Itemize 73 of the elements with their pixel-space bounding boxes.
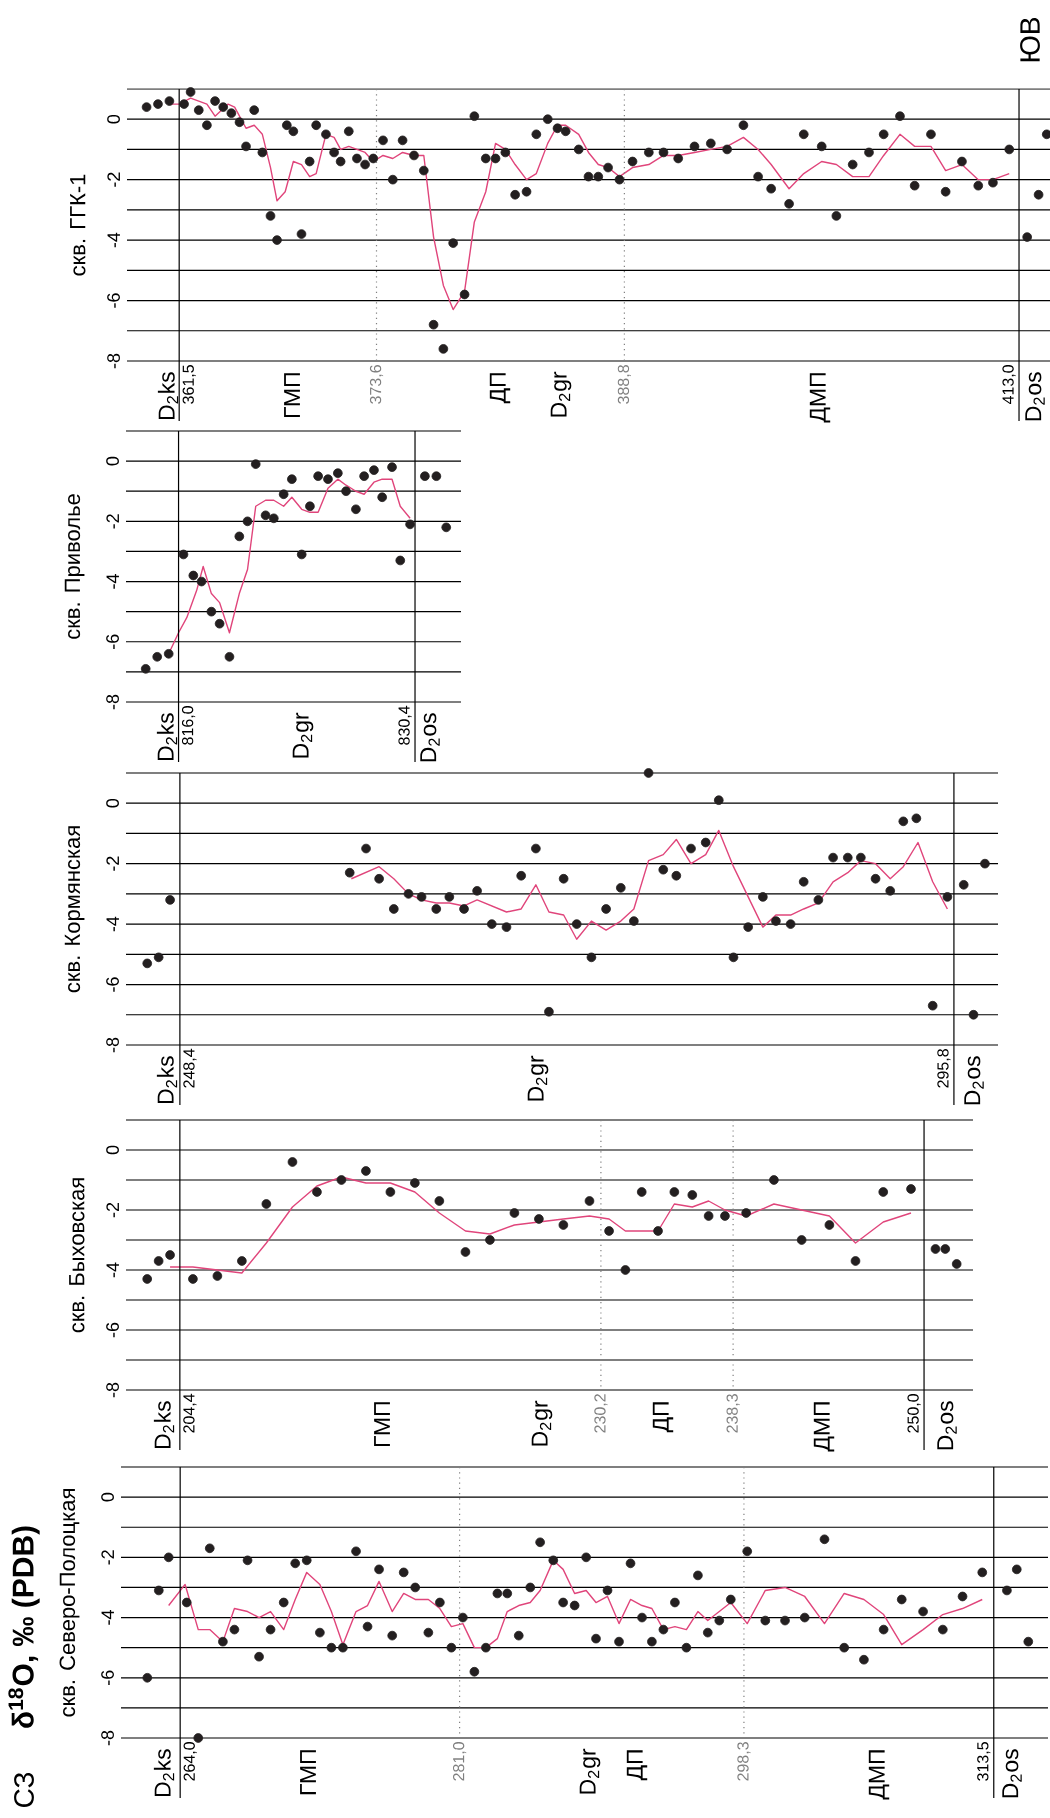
y-tick-label: -8 [106,1037,119,1053]
y-tick-label: -4 [101,1610,114,1625]
text: ДМП [809,373,831,423]
text: D$_{2}$os [420,713,440,762]
ref-line-label: 413,0 [1002,365,1016,405]
y-tick-label: -6 [101,1670,114,1685]
y-tick-label: 0 [107,114,120,124]
text: D$_{2}$os [1002,1749,1022,1798]
y-tick-label: -8 [107,353,120,369]
text: ГМП [284,373,300,418]
y-tick-label: -6 [107,293,120,308]
y-tick-label: -6 [106,1322,119,1338]
ref-line-label: 361,5 [182,365,196,404]
y-tick-label: 0 [106,456,119,466]
y-tick-label: -2 [101,1550,114,1565]
text: ДП [626,1750,648,1781]
text: ГМП [374,1402,390,1447]
y-tick-label: -6 [106,634,119,649]
text: δ$^{18}$O, ‰ (PDB) [8,1526,40,1728]
text: D$_{2}$gr [550,371,572,417]
y-tick-label: 0 [101,1492,114,1502]
ref-line-label: 830,4 [398,705,412,745]
y-tick-label: 0 [106,798,119,808]
text: D$_{2}$gr [579,1748,601,1794]
ref-line-label: 281,0 [452,1742,467,1781]
text: ДМП [813,1402,835,1452]
text: D$_{2}$os [1025,372,1045,421]
text: ГМП [300,1750,316,1795]
y-tick-label: -4 [106,574,119,589]
ref-line-label: 238,3 [726,1394,740,1433]
text: СЗ [14,1772,34,1807]
ref-line-label: 248,4 [183,1048,197,1088]
y-axis-title: скв. Северо-Полоцкая [59,1489,80,1717]
text: D$_{2}$gr [531,1400,553,1446]
text: ЮВ [1020,17,1040,62]
ref-line-label: 264,0 [183,1742,197,1781]
y-tick-label: -2 [106,856,119,871]
text: D$_{2}$ks [153,1401,175,1449]
y-tick-label: 0 [106,1145,119,1155]
ref-line-label: 250,0 [907,1394,921,1433]
y-axis-title: скв. Кормянская [64,826,85,993]
text: D$_{2}$gr [527,1055,549,1101]
y-tick-label: -4 [107,232,120,248]
text: ДМП [868,1750,890,1800]
ref-line-label: 298,3 [737,1742,751,1781]
y-tick-label: -8 [106,1382,119,1398]
ref-line-label: 204,4 [183,1393,197,1433]
ref-line-label: 373,6 [369,365,384,404]
text: D$_{2}$gr [292,712,314,758]
text: D$_{2}$ks [156,1056,178,1104]
y-tick-label: -2 [107,172,120,187]
y-axis-title: скв. Быховская [69,1178,85,1333]
text: D$_{2}$os [964,1056,984,1105]
text: D$_{2}$ks [156,713,178,761]
y-tick-label: -8 [106,694,119,710]
text: D$_{2}$ks [153,1749,175,1797]
y-tick-label: -6 [106,977,119,992]
y-tick-label: -4 [106,916,119,932]
y-tick-label: -8 [101,1730,114,1746]
text: ДП [652,1402,674,1433]
y-axis-title: скв. ГГК-1 [70,174,86,276]
y-tick-label: -2 [106,1202,119,1218]
ref-line-label: 230,2 [594,1394,608,1433]
ref-line-label: 295,8 [937,1049,951,1088]
y-axis-title: скв. Приволье [64,494,85,639]
text: D$_{2}$ks [157,372,179,420]
text: D$_{2}$os [937,1401,957,1450]
text: ДП [489,373,511,404]
y-tick-label: -2 [106,514,119,529]
y-tick-label: -4 [106,1262,119,1278]
ref-line-label: 388,8 [617,365,631,404]
ref-line-label: 816,0 [181,706,196,745]
ref-line-label: 313,5 [977,1742,991,1781]
